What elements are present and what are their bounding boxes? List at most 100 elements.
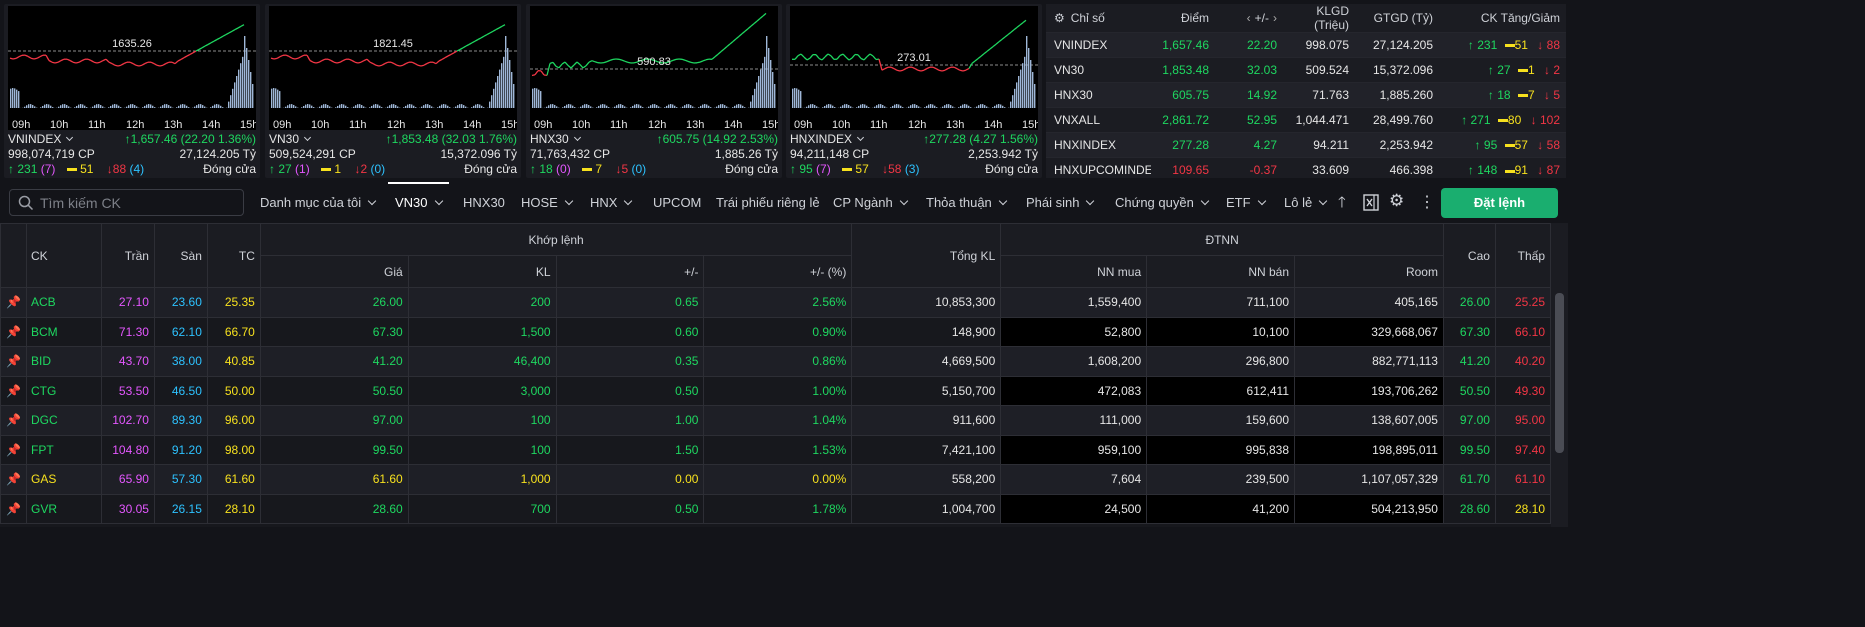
cell-gia[interactable]: 26.00 (259, 287, 409, 318)
tab-upcom[interactable]: UPCOM (653, 195, 702, 210)
index-card[interactable]: 590.83 09h 10h 11h 12h 13h 14h 15h HNX30 ↑605.… (526, 4, 782, 178)
index-row[interactable]: HNXINDEX 277.28 4.27 94.211 2,253.942 ↑ … (1046, 132, 1566, 158)
cell-ck[interactable]: ACB (25, 287, 102, 318)
scrollbar-thumb[interactable] (1555, 293, 1564, 453)
price-segment (198, 47, 203, 51)
hour-tick: 10h (311, 119, 329, 130)
col-gia[interactable]: Giá (259, 255, 409, 288)
table-row[interactable]: 📌 DGC 102.70 89.30 96.00 97.00 100 1.00 … (0, 405, 1552, 436)
index-card[interactable]: 273.01 09h 10h 11h 12h 13h 14h 15h HNXINDEX ↑2… (786, 4, 1042, 178)
tab-thoa-thuan[interactable]: Thỏa thuận (926, 182, 1008, 223)
index-col-chg[interactable]: ‹ +/- › (1246, 11, 1277, 25)
gear-icon[interactable]: ⚙ (1054, 11, 1065, 25)
cell-gia[interactable]: 99.50 (259, 434, 409, 465)
col-tc[interactable]: TC (206, 223, 261, 288)
cell-gia[interactable]: 28.60 (259, 493, 409, 524)
arrow-up-icon[interactable]: 🡑 (1338, 194, 1346, 211)
index-name[interactable]: VNXALL (1046, 107, 1151, 133)
pin-icon[interactable]: 📌 (0, 493, 27, 524)
cell-ck[interactable]: FPT (25, 434, 102, 465)
table-row[interactable]: 📌 GVR 30.05 26.15 28.10 28.60 700 0.50 1… (0, 493, 1552, 524)
index-name[interactable]: HNX30 (1046, 82, 1151, 108)
cell-gia[interactable]: 61.60 (259, 464, 409, 495)
tab-phai-sinh[interactable]: Phái sinh (1026, 182, 1095, 223)
cell-gia[interactable]: 67.30 (259, 316, 409, 347)
col-san[interactable]: Sàn (153, 223, 208, 288)
tab-hose[interactable]: HOSE (521, 182, 574, 223)
col-kl[interactable]: KL (407, 255, 557, 288)
cell-ck[interactable]: BID (25, 346, 102, 377)
pin-icon[interactable]: 📌 (0, 434, 27, 465)
index-row[interactable]: HNXUPCOMINDEX 109.65 -0.37 33.609 466.39… (1046, 157, 1566, 183)
tab-etf[interactable]: ETF (1226, 182, 1266, 223)
index-card[interactable]: 1821.45 09h 10h 11h 12h 13h 14h 15h VN30 ↑1,85… (265, 4, 521, 178)
pin-icon[interactable]: 📌 (0, 316, 27, 347)
place-order-button[interactable]: Đặt lệnh (1441, 188, 1558, 218)
table-row[interactable]: 📌 CTG 53.50 46.50 50.00 50.50 3,000 0.50… (0, 375, 1552, 406)
index-row[interactable]: HNX30 605.75 14.92 71.763 1,885.260 ↑ 18… (1046, 82, 1566, 108)
cell-ck[interactable]: GVR (25, 493, 102, 524)
price-segment (399, 64, 404, 67)
tab-chung-quyen[interactable]: Chứng quyền (1115, 182, 1210, 223)
price-segment (306, 54, 311, 61)
index-row[interactable]: VNINDEX 1,657.46 22.20 998.075 27,124.20… (1046, 32, 1566, 58)
index-name[interactable]: VN30 (269, 132, 312, 146)
table-row[interactable]: 📌 ACB 27.10 23.60 25.35 26.00 200 0.65 2… (0, 287, 1552, 318)
tab-lo-le[interactable]: Lô lẻ (1284, 182, 1328, 223)
index-row[interactable]: VN30 1,853.48 32.03 509.524 15,372.096 ↑… (1046, 57, 1566, 83)
pin-icon[interactable]: 📌 (0, 375, 27, 406)
index-name[interactable]: VNINDEX (8, 132, 74, 146)
tab-vn30[interactable]: VN30 (388, 182, 449, 223)
col-nn-ban[interactable]: NN bán (1146, 255, 1296, 288)
col-tong-kl[interactable]: Tổng KL (851, 223, 1002, 288)
tab-trai-phieu[interactable]: Trái phiếu riêng lẻ (716, 195, 820, 210)
cell-gia[interactable]: 41.20 (259, 346, 409, 377)
search-box[interactable] (9, 189, 244, 216)
index-name[interactable]: HNXINDEX (790, 132, 865, 146)
chevron-left-icon[interactable]: ‹ (1246, 11, 1251, 25)
tab-hnx30[interactable]: HNX30 (463, 195, 505, 210)
chevron-right-icon[interactable]: › (1273, 11, 1277, 25)
cell-ck[interactable]: BCM (25, 316, 102, 347)
cell-gia[interactable]: 97.00 (259, 405, 409, 436)
index-name[interactable]: VN30 (1046, 57, 1151, 83)
table-row[interactable]: 📌 GAS 65.90 57.30 61.60 61.60 1,000 0.00… (0, 464, 1552, 495)
col-room[interactable]: Room (1294, 255, 1444, 288)
col-pct[interactable]: +/- (%) (703, 255, 853, 288)
price-segment (618, 58, 623, 61)
pin-icon[interactable]: 📌 (0, 346, 27, 377)
col-ck[interactable]: CK (25, 223, 102, 288)
cell-ck[interactable]: CTG (25, 375, 102, 406)
table-row[interactable]: 📌 BID 43.70 38.00 40.85 41.20 46,400 0.3… (0, 346, 1552, 377)
col-thap[interactable]: Thấp (1494, 223, 1552, 288)
pin-icon[interactable]: 📌 (0, 405, 27, 436)
settings-icon[interactable]: ⚙ (1389, 191, 1405, 210)
index-name[interactable]: VNINDEX (1046, 32, 1151, 58)
col-chg[interactable]: +/- (555, 255, 705, 288)
vertical-scrollbar[interactable] (1551, 223, 1568, 527)
index-vol: 509.524 (1283, 57, 1355, 83)
tab-danh-muc[interactable]: Danh mục của tôi (260, 182, 377, 223)
col-tran[interactable]: Trần (100, 223, 155, 288)
tab-hnx[interactable]: HNX (590, 182, 633, 223)
col-cao[interactable]: Cao (1442, 223, 1496, 288)
tab-cp-nganh[interactable]: CP Ngành (833, 182, 908, 223)
price-segment (896, 69, 901, 72)
index-card[interactable]: 1635.26 09h 10h 11h 12h 13h 14h 15h VNINDEX ↑1… (4, 4, 260, 178)
table-row[interactable]: 📌 FPT 104.80 91.20 98.00 99.50 100 1.50 … (0, 434, 1552, 465)
table-row[interactable]: 📌 BCM 71.30 62.10 66.70 67.30 1,500 0.60… (0, 316, 1552, 347)
chevron-down-icon (564, 196, 574, 206)
cell-ck[interactable]: GAS (25, 464, 102, 495)
cell-gia[interactable]: 50.50 (259, 375, 409, 406)
index-row[interactable]: VNXALL 2,861.72 52.95 1,044.471 28,499.7… (1046, 107, 1566, 133)
pin-icon[interactable]: 📌 (0, 464, 27, 495)
search-input[interactable] (40, 194, 230, 211)
more-options-icon[interactable]: ⋮ (1419, 194, 1435, 211)
cell-ck[interactable]: DGC (25, 405, 102, 436)
index-name[interactable]: HNXINDEX (1046, 132, 1151, 158)
index-name[interactable]: HNXUPCOMINDEX (1046, 157, 1151, 183)
excel-icon[interactable] (1363, 194, 1379, 211)
pin-icon[interactable]: 📌 (0, 287, 27, 318)
index-name[interactable]: HNX30 (530, 132, 581, 146)
col-nn-mua[interactable]: NN mua (1000, 255, 1148, 288)
